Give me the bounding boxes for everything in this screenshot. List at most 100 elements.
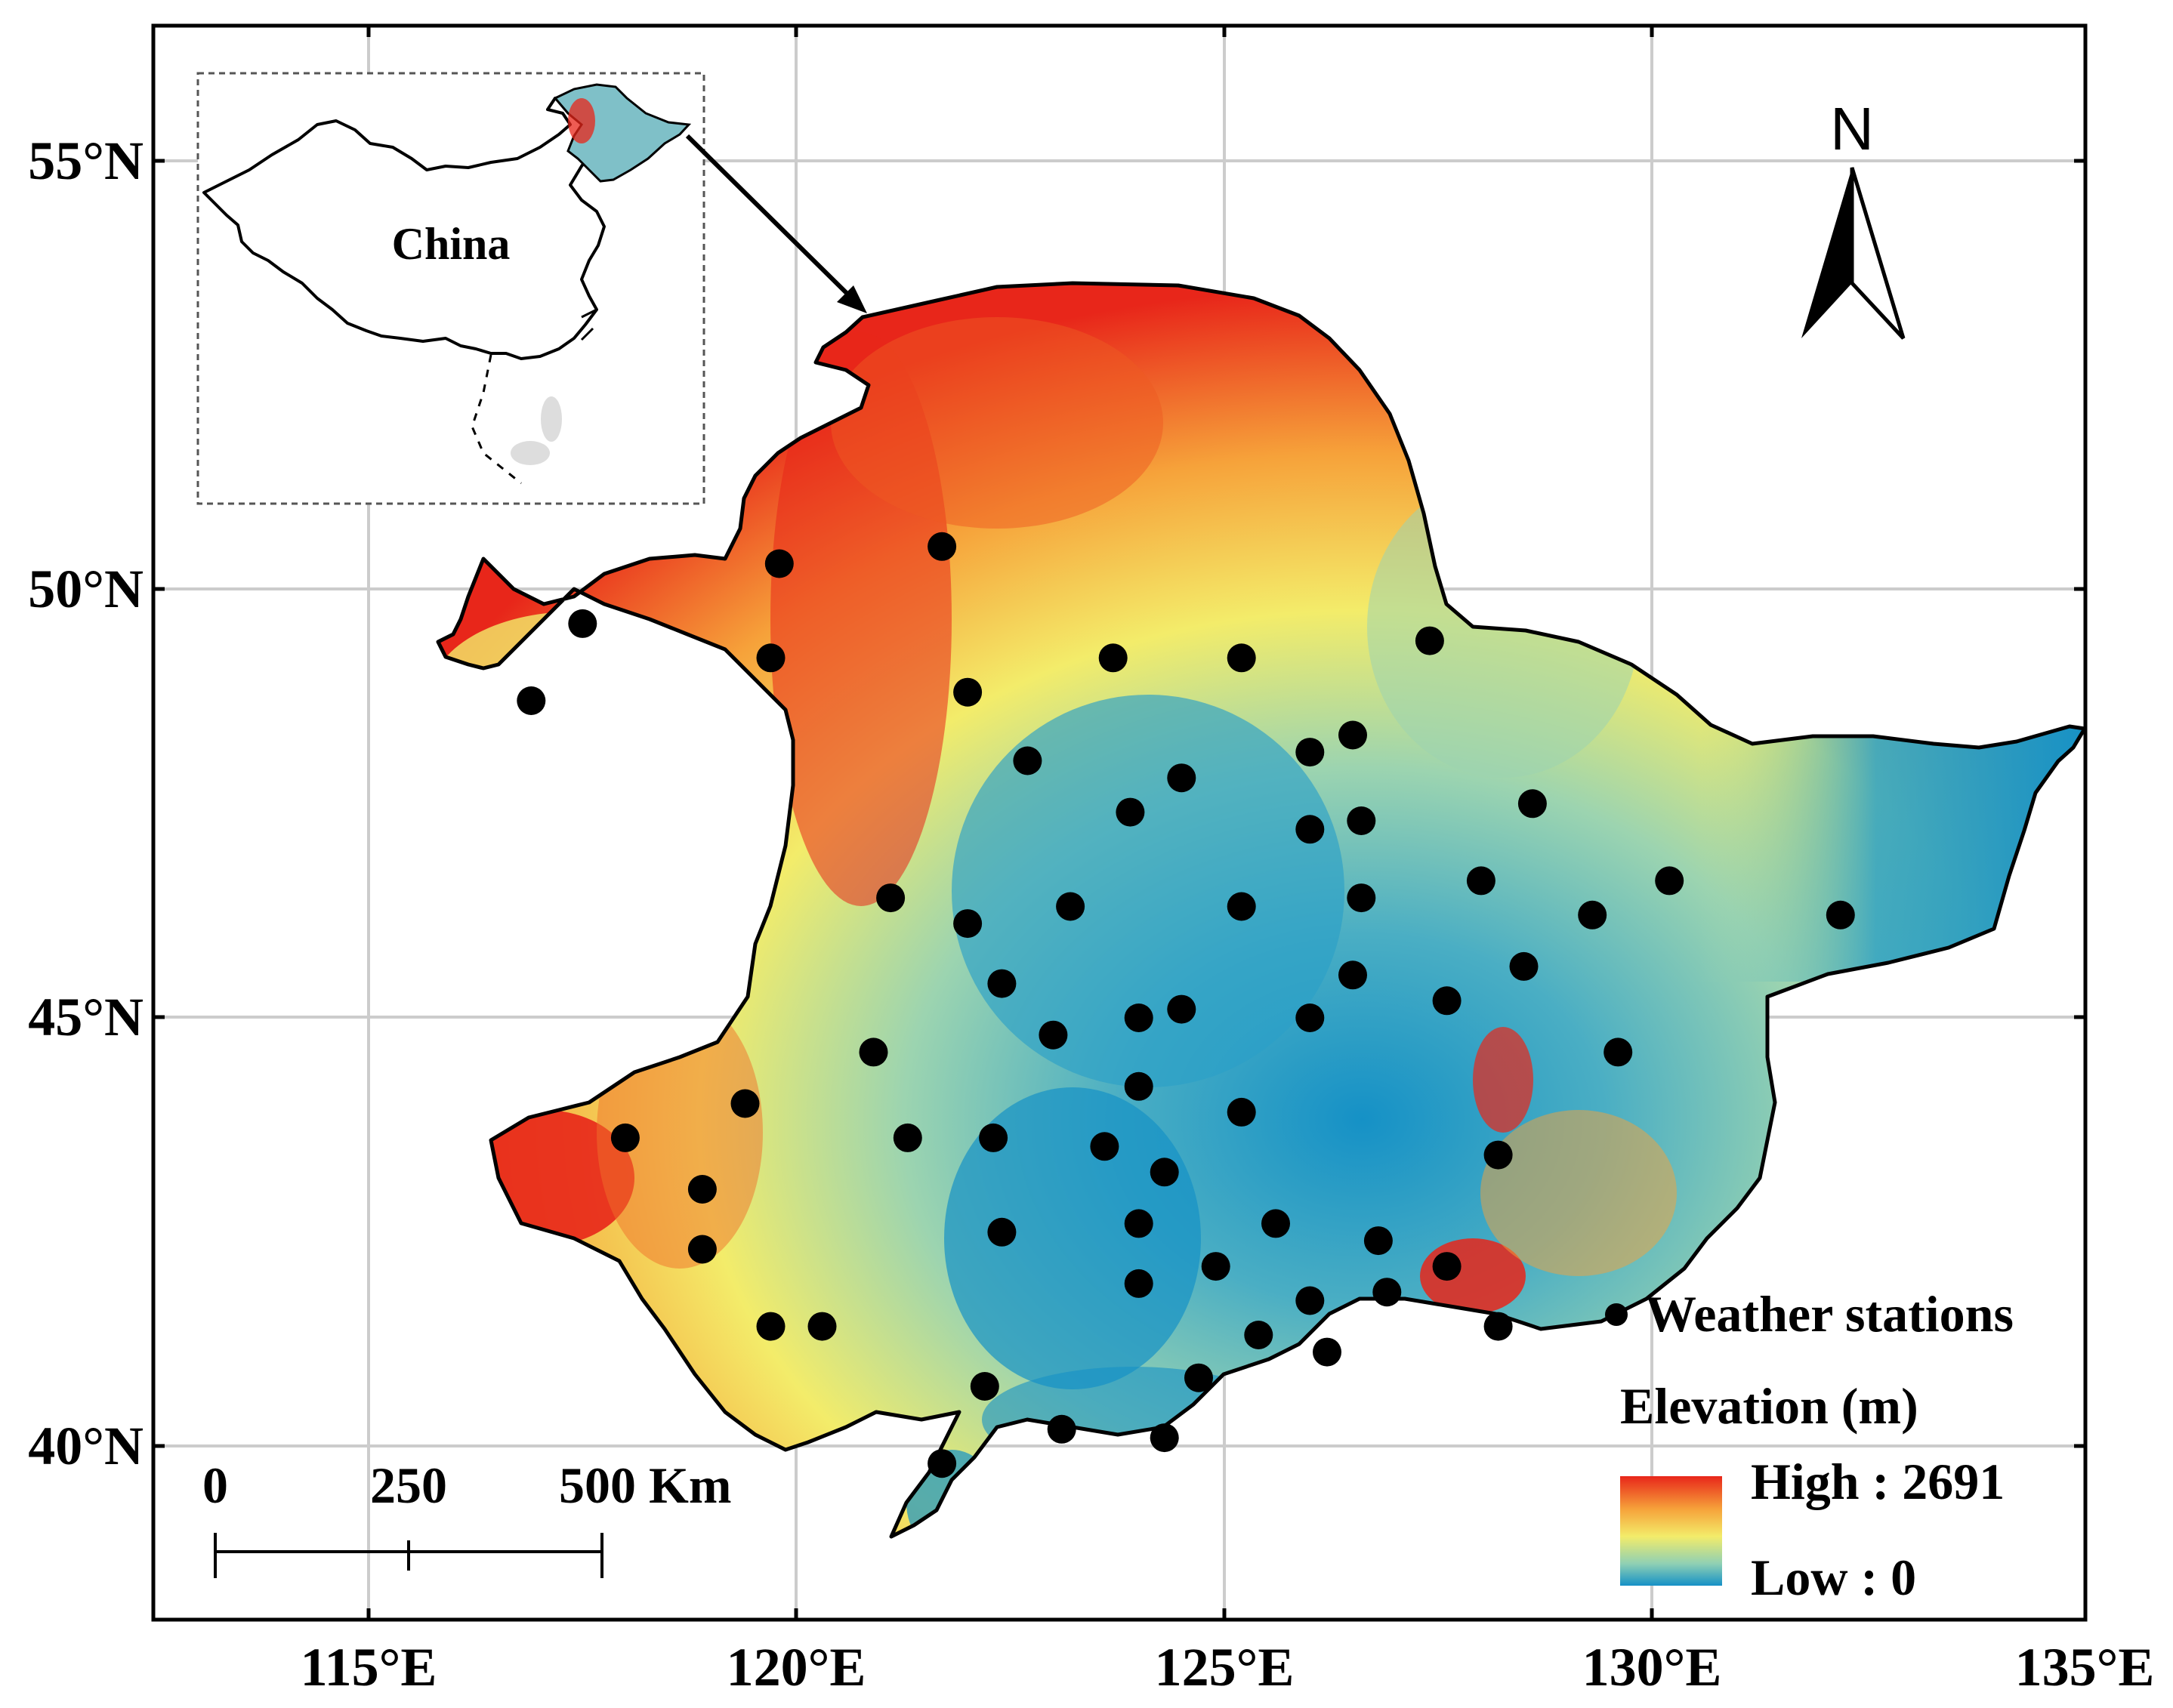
tick-marks: [153, 26, 2085, 1620]
y-tick-label: 50°N: [28, 559, 144, 619]
weather-station-marker: [1184, 1363, 1213, 1392]
weather-station-marker: [979, 1123, 1008, 1152]
x-tick-label: 130°E: [1582, 1637, 1722, 1697]
weather-station-marker: [1124, 1209, 1153, 1238]
weather-station-marker: [764, 549, 794, 578]
weather-station-marker: [1124, 1004, 1153, 1032]
weather-station-marker: [1347, 883, 1376, 913]
weather-station-marker: [1655, 866, 1684, 896]
weather-station-marker: [756, 1312, 786, 1341]
weather-station-marker: [1047, 1414, 1076, 1444]
north-arrow-icon: [1801, 168, 1852, 338]
north-label: N: [1830, 95, 1874, 162]
x-tick-label: 135°E: [2015, 1637, 2155, 1697]
weather-station-marker: [928, 532, 957, 561]
weather-station-marker: [1090, 1132, 1119, 1161]
weather-station-marker: [1466, 866, 1495, 896]
scale-label-0: 0: [202, 1457, 228, 1514]
weather-station-marker: [1604, 1037, 1633, 1067]
weather-station-marker: [687, 1175, 717, 1204]
weather-station-marker: [953, 677, 983, 707]
station-legend-marker: [1605, 1303, 1628, 1326]
weather-station-marker: [1295, 738, 1325, 767]
x-tick-label: 125°E: [1155, 1637, 1295, 1697]
weather-station-marker: [1313, 1337, 1341, 1367]
elevation-high-label: High : 2691: [1751, 1453, 2005, 1510]
weather-station-marker: [1167, 763, 1196, 793]
weather-station-marker: [807, 1312, 837, 1341]
weather-station-marker: [1244, 1321, 1273, 1349]
y-tick-label: 45°N: [28, 987, 144, 1047]
weather-station-marker: [610, 1123, 640, 1152]
elevation-title: Elevation (m): [1620, 1377, 1918, 1435]
weather-station-marker: [687, 1235, 717, 1264]
weather-station-marker: [1432, 986, 1462, 1016]
weather-station-marker: [1338, 960, 1367, 990]
weather-station-marker: [987, 1217, 1017, 1247]
weather-station-marker: [1261, 1209, 1290, 1238]
weather-station-marker: [1227, 892, 1256, 921]
inset-arrow-head: [837, 285, 867, 313]
weather-station-marker: [1347, 806, 1376, 835]
weather-station-marker: [970, 1372, 999, 1401]
weather-station-marker: [1056, 892, 1085, 921]
weather-station-marker: [953, 909, 983, 939]
weather-station-marker: [1150, 1423, 1179, 1453]
y-tick-label: 55°N: [28, 131, 144, 191]
y-tick-label: 40°N: [28, 1416, 144, 1476]
weather-station-marker: [1363, 1226, 1393, 1256]
weather-station-marker: [1517, 789, 1547, 819]
weather-station-marker: [1227, 1097, 1256, 1127]
inset-label: China: [392, 219, 511, 269]
weather-station-marker: [1372, 1278, 1402, 1307]
station-legend-label: Weather stations: [1645, 1285, 2014, 1343]
weather-station-marker: [1167, 994, 1196, 1024]
weather-station-marker: [1509, 951, 1539, 981]
weather-station-marker: [1227, 643, 1256, 673]
weather-station-marker: [1338, 720, 1367, 750]
weather-station-marker: [1201, 1252, 1230, 1281]
weather-station-marker: [893, 1123, 922, 1152]
elevation-low-label: Low : 0: [1751, 1549, 1916, 1606]
y-axis-labels: 55°N 50°N 45°N 40°N: [28, 131, 144, 1476]
weather-stations: [517, 532, 1855, 1478]
inset-arrow: [685, 134, 862, 308]
legend: Weather stations Elevation (m) High : 26…: [1605, 1285, 2014, 1606]
weather-station-marker: [1826, 900, 1855, 930]
weather-station-marker: [517, 686, 546, 715]
weather-station-marker: [987, 969, 1017, 998]
x-tick-label: 120°E: [727, 1637, 866, 1697]
weather-station-marker: [1295, 1286, 1325, 1315]
weather-station-marker: [1039, 1020, 1068, 1050]
weather-station-marker: [1013, 746, 1042, 775]
x-axis-labels: 115°E 120°E 125°E 130°E 135°E: [301, 1637, 2155, 1697]
weather-station-marker: [1483, 1140, 1513, 1170]
scale-bar: 0 250 500 Km: [202, 1457, 732, 1578]
china-outline: [202, 88, 619, 360]
weather-station-marker: [1295, 1004, 1325, 1032]
weather-station-marker: [1116, 797, 1145, 827]
scale-label-500: 500 Km: [559, 1457, 732, 1514]
weather-station-marker: [859, 1037, 888, 1067]
weather-station-marker: [1578, 900, 1607, 930]
inset-map: China: [196, 72, 867, 505]
weather-station-marker: [1295, 815, 1325, 844]
weather-station-marker: [1432, 1252, 1462, 1281]
weather-station-marker: [1415, 626, 1444, 655]
elevation-color-ramp: [1620, 1476, 1722, 1586]
weather-station-marker: [756, 643, 786, 673]
weather-station-marker: [1098, 643, 1128, 673]
weather-station-marker: [730, 1089, 760, 1118]
weather-station-marker: [1483, 1312, 1513, 1341]
weather-station-marker: [928, 1449, 957, 1478]
weather-station-marker: [1150, 1158, 1179, 1187]
weather-station-marker: [1124, 1071, 1153, 1101]
scale-label-250: 250: [370, 1457, 447, 1514]
north-arrow: N: [1801, 95, 1906, 340]
x-tick-label: 115°E: [301, 1637, 437, 1697]
south-china-sea-dashes: [471, 354, 522, 485]
weather-station-marker: [876, 883, 906, 913]
weather-station-marker: [1124, 1269, 1153, 1298]
weather-station-marker: [568, 609, 597, 638]
